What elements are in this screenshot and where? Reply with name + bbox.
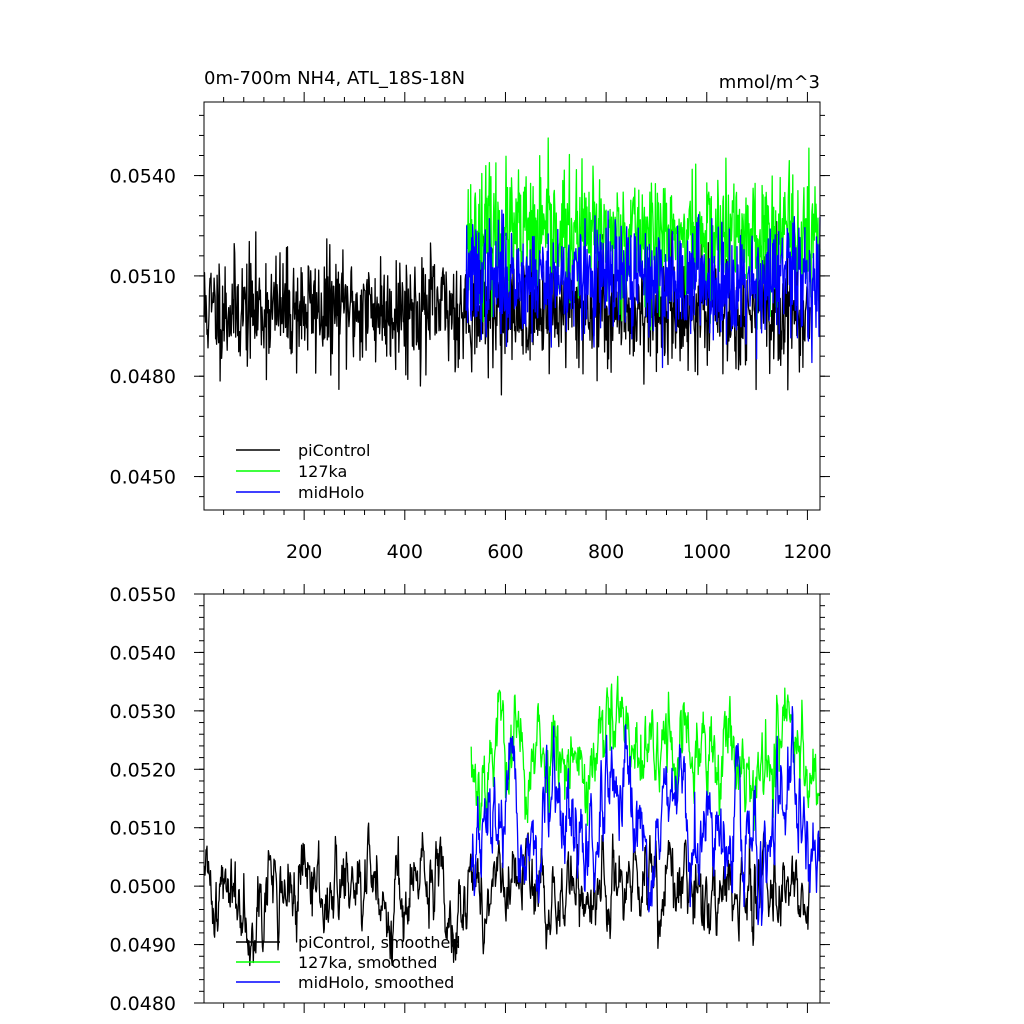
y-tick-label: 0.0530 — [110, 701, 176, 723]
bottom-legend: piControl, smoothed 127ka, smoothed midH… — [236, 933, 461, 992]
series-line-picontrol-smoothed — [203, 822, 811, 967]
series-line-127ka-smoothed — [470, 675, 821, 831]
y-tick-label: 0.0540 — [110, 642, 176, 664]
y-tick-label: 0.0550 — [110, 584, 176, 606]
series-line-midholo-smoothed — [470, 705, 821, 927]
x-tick-label: 200 — [286, 541, 322, 563]
legend-label-midholo-smoothed: midHolo, smoothed — [298, 973, 454, 992]
x-tick-label: 800 — [588, 541, 624, 563]
x-tick-label: 1000 — [683, 541, 731, 563]
y-tick-label: 0.0450 — [110, 467, 176, 489]
top-legend: piControl 127ka midHolo — [236, 441, 370, 502]
legend-label-127ka-smoothed: 127ka, smoothed — [298, 953, 437, 972]
legend-label-127ka: 127ka — [298, 462, 347, 481]
y-tick-label: 0.0510 — [110, 818, 176, 840]
y-tick-label: 0.0520 — [110, 759, 176, 781]
plot-frame — [203, 593, 821, 1004]
legend-label-picontrol: piControl — [298, 441, 370, 460]
top-panel-title: 0m-700m NH4, ATL_18S-18N — [204, 68, 465, 89]
bottom-panel: 0.0480 0.0490 0.0500 0.0510 0.0520 0.0530 0.05… — [110, 584, 830, 1015]
y-tick-label: 0.0490 — [110, 935, 176, 957]
bottom-plot-series — [203, 675, 821, 967]
x-tick-label: 600 — [487, 541, 523, 563]
legend-label-midholo: midHolo — [298, 483, 364, 502]
top-panel: 0m-700m NH4, ATL_18S-18N mmol/m^3 200 400… — [110, 68, 832, 563]
x-tick-label: 1200 — [783, 541, 831, 563]
bottom-axes: 0.0480 0.0490 0.0500 0.0510 0.0520 0.0530 0.05… — [110, 584, 830, 1015]
plot-frame — [203, 101, 821, 511]
top-panel-units: mmol/m^3 — [719, 72, 820, 93]
top-plot-series — [203, 137, 821, 396]
series-line-127ka — [465, 137, 821, 331]
y-tick-label: 0.0480 — [110, 993, 176, 1015]
series-line-midholo — [465, 209, 821, 369]
y-tick-label: 0.0480 — [110, 366, 176, 388]
top-axes: 200 400 600 800 1000 1200 0.0450 0.0480 0.0510 0.… — [110, 92, 832, 563]
legend-label-picontrol-smoothed: piControl, smoothed — [298, 933, 461, 952]
y-tick-label: 0.0510 — [110, 266, 176, 288]
y-tick-label: 0.0540 — [110, 166, 176, 188]
y-tick-label: 0.0500 — [110, 876, 176, 898]
x-tick-label: 400 — [387, 541, 423, 563]
